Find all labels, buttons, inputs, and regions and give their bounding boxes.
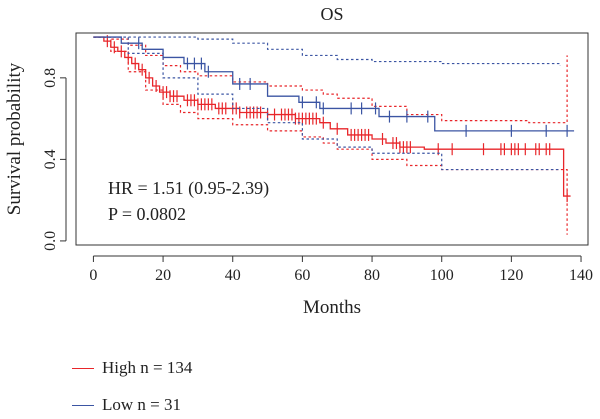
p-value-annotation: P = 0.0802: [108, 204, 186, 224]
x-tick-label: 120: [499, 267, 523, 284]
y-axis-label: Survival probability: [4, 62, 25, 215]
y-axis: 0.0 0.4 0.8: [42, 68, 67, 251]
low-upper-ci-line: [93, 36, 561, 66]
plot-frame: [75, 32, 589, 246]
legend-swatch-low: [72, 404, 94, 406]
legend-swatch-high: [72, 367, 94, 369]
legend-item-high: High n = 134: [72, 356, 192, 380]
x-tick-label: 140: [569, 267, 593, 284]
high-survival-line: [93, 36, 571, 197]
series-layer: [93, 35, 575, 235]
legend-label-high: High n = 134: [102, 358, 193, 377]
low-survival-line: [93, 36, 575, 132]
high-lower-ci-line: [93, 36, 568, 235]
series-high: [93, 35, 571, 235]
x-tick-label: 60: [294, 267, 310, 284]
chart-title: OS: [320, 4, 343, 24]
x-tick-label: 0: [89, 267, 97, 284]
y-tick-label: 0.0: [42, 231, 59, 251]
x-tick-label: 100: [430, 267, 454, 284]
x-axis-label: Months: [303, 297, 361, 318]
high-upper-ci-line: [93, 36, 568, 124]
x-axis: 0 20 40 60 80 100 120 140: [89, 255, 593, 284]
y-tick-label: 0.8: [42, 68, 59, 88]
y-tick-label: 0.4: [42, 149, 59, 169]
x-tick-label: 80: [364, 267, 380, 284]
x-tick-label: 20: [155, 267, 171, 284]
hazard-ratio-annotation: HR = 1.51 (0.95-2.39): [108, 178, 269, 199]
series-low: [93, 36, 575, 171]
legend-label-low: Low n = 31: [102, 395, 181, 414]
x-tick-label: 40: [225, 267, 241, 284]
survival-chart: OS 0 20 40 60 80 100 120 140 0.0 0.4 0.8 Months S…: [4, 4, 593, 318]
legend-item-low: Low n = 31: [72, 393, 181, 417]
